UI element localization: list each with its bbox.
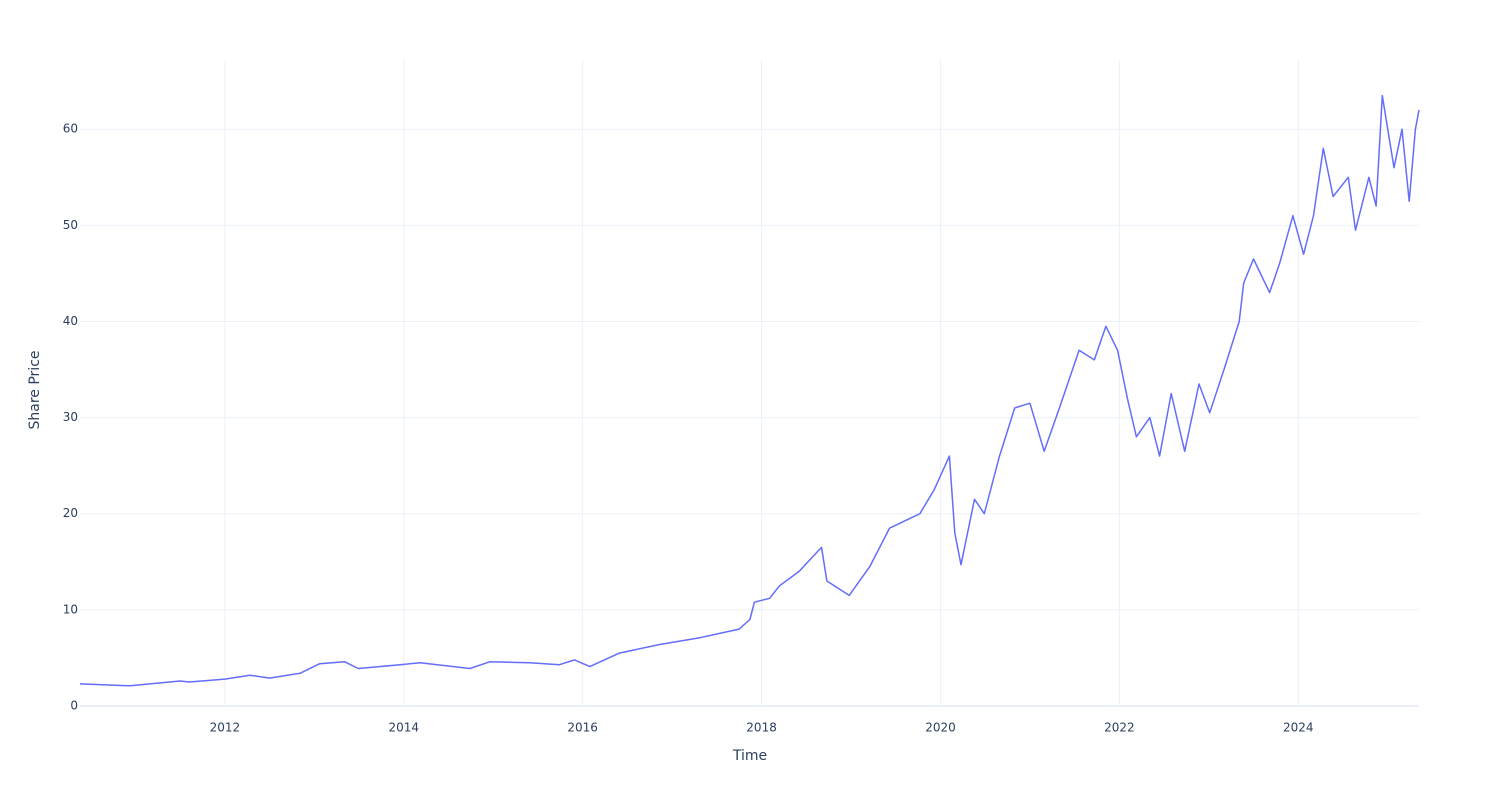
y-axis-title: Share Price — [27, 350, 43, 429]
x-tick-label: 2016 — [567, 721, 598, 735]
y-tick-label: 40 — [63, 314, 78, 328]
x-tick-label: 2014 — [389, 721, 420, 735]
y-tick-label: 30 — [63, 410, 78, 424]
y-tick-label: 20 — [63, 506, 78, 520]
price-line — [79, 94, 1420, 687]
y-tick-label: 60 — [63, 122, 78, 136]
x-tick-label: 2018 — [746, 721, 777, 735]
x-tick-label: 2024 — [1283, 721, 1314, 735]
x-tick-label: 2012 — [210, 721, 241, 735]
y-tick-label: 50 — [63, 218, 78, 232]
x-tick-label: 2022 — [1104, 721, 1135, 735]
y-tick-label: 10 — [63, 602, 78, 616]
y-tick-label: 0 — [70, 699, 78, 713]
x-axis-title: Time — [732, 748, 767, 764]
x-tick-label: 2020 — [925, 721, 956, 735]
